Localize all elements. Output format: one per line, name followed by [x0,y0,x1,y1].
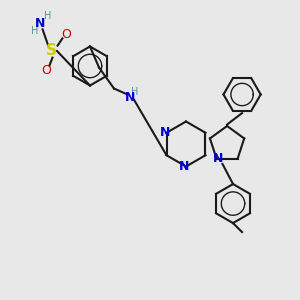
Text: H: H [131,86,139,97]
Text: O: O [61,28,71,41]
Text: S: S [46,44,56,59]
Text: H: H [31,26,38,37]
Text: H: H [44,11,52,22]
Text: N: N [213,152,223,165]
Text: O: O [42,64,51,77]
Text: N: N [160,126,170,139]
Text: N: N [35,17,46,31]
Text: N: N [179,160,190,173]
Text: N: N [125,91,136,104]
